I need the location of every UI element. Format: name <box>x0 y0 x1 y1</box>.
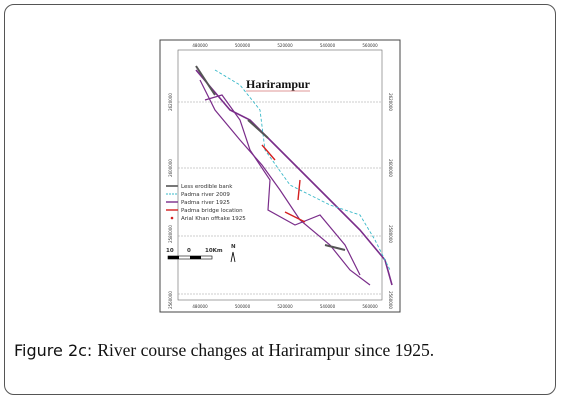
y-label-right: 2580000 <box>388 225 393 243</box>
map: Harirampur 10 0 10Km N 480000 480000 50000… <box>159 39 401 313</box>
map-border <box>159 39 401 313</box>
scale-left: 10 <box>166 248 174 254</box>
y-label-left: 2560000 <box>168 291 173 309</box>
legend-label: Less erodible bank <box>181 184 233 190</box>
north-arrow <box>230 251 236 263</box>
caption-text: River course changes at Harirampur since… <box>97 340 435 360</box>
y-label-right: 2560000 <box>388 291 393 309</box>
north-label: N <box>231 244 236 250</box>
y-label-left: 2600000 <box>168 159 173 177</box>
map-plot <box>177 49 383 301</box>
legend-icons <box>166 185 178 220</box>
legend-label: Arial Khan offtake 1925 <box>181 216 246 222</box>
x-label-top: 480000 <box>192 43 208 48</box>
x-label-bottom: 540000 <box>320 304 336 309</box>
map-title: Harirampur <box>246 77 311 91</box>
y-label-left: 2620000 <box>168 93 173 111</box>
x-label-bottom: 560000 <box>362 304 378 309</box>
y-label-right: 2620000 <box>388 93 393 111</box>
caption: Figure 2c: River course changes at Harira… <box>14 340 434 361</box>
x-label-top: 500000 <box>235 43 251 48</box>
x-label-top: 560000 <box>362 43 378 48</box>
grid <box>178 101 382 295</box>
y-label-right: 2600000 <box>388 159 393 177</box>
x-label-top: 520000 <box>277 43 293 48</box>
scale-bar <box>167 255 213 260</box>
x-label-bottom: 500000 <box>235 304 251 309</box>
legend-label: Padma river 2009 <box>181 192 230 198</box>
legend-label: Padma river 1925 <box>181 200 230 206</box>
rivers <box>195 65 393 286</box>
scale-zero: 0 <box>187 248 191 254</box>
legend-label: Padma bridge location <box>181 208 243 214</box>
figure-frame <box>4 4 556 395</box>
scale-right: 10Km <box>205 248 223 254</box>
y-label-left: 2580000 <box>168 225 173 243</box>
caption-label: Figure 2c: <box>14 341 93 360</box>
x-label-bottom: 520000 <box>277 304 293 309</box>
x-label-top: 540000 <box>320 43 336 48</box>
x-label-bottom: 480000 <box>192 304 208 309</box>
